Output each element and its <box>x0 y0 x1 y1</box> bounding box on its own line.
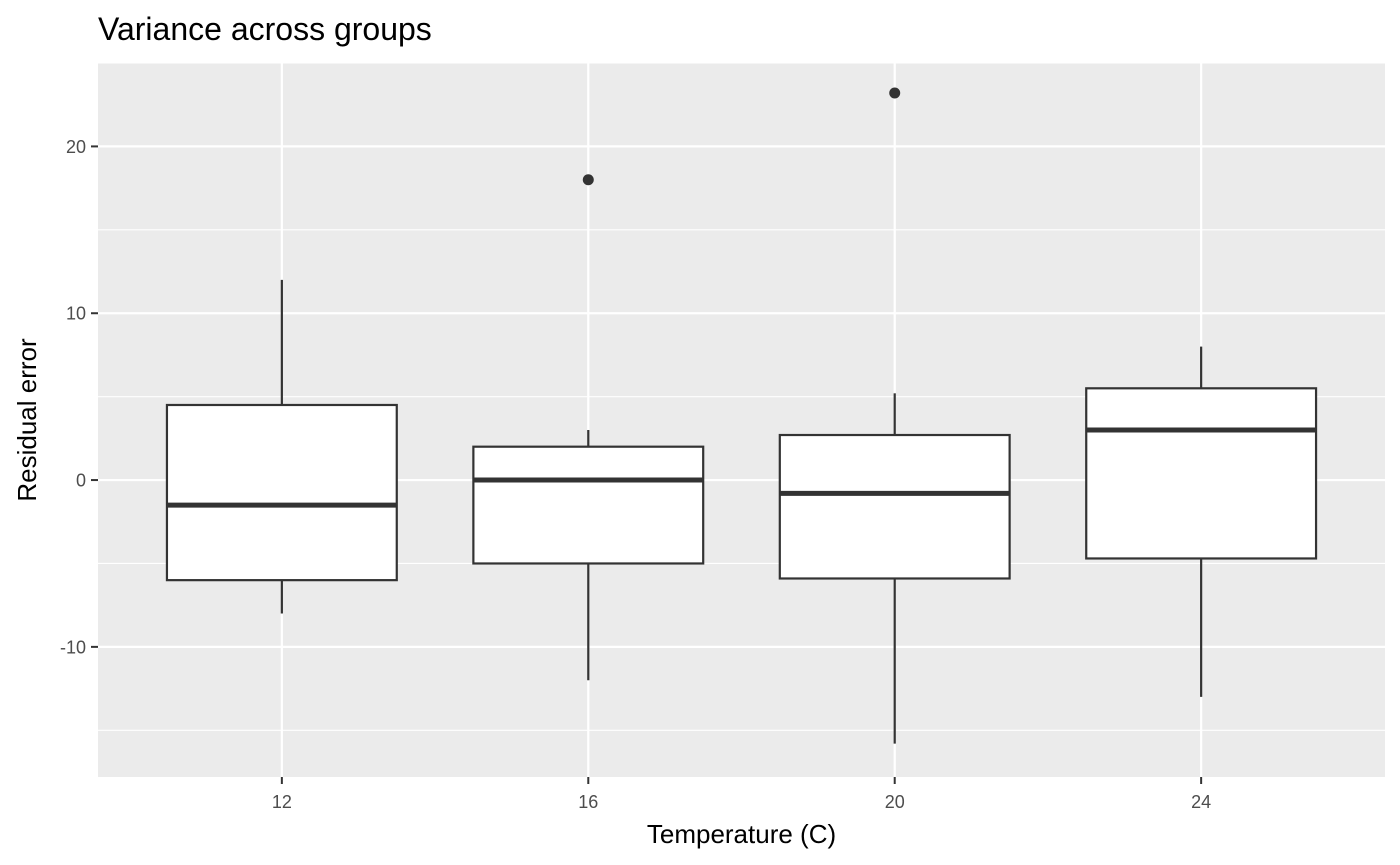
chart-title: Variance across groups <box>98 11 432 47</box>
x-axis-title: Temperature (C) <box>647 819 836 849</box>
y-tick-label: -10 <box>60 637 86 657</box>
axes: -10 0 10 20 12 16 20 24 <box>60 137 1211 812</box>
box-group-24 <box>1085 346 1318 697</box>
outlier-point <box>582 174 594 186</box>
box-iqr <box>1085 387 1318 560</box>
box-group-16 <box>472 174 705 681</box>
box-iqr <box>778 433 1011 580</box>
outlier-point <box>889 87 901 99</box>
box-iqr <box>472 445 705 565</box>
x-tick-label: 20 <box>885 792 905 812</box>
box-group-12 <box>165 279 398 614</box>
box-group-20 <box>778 87 1011 744</box>
box-iqr <box>165 403 398 582</box>
y-tick-label: 10 <box>66 304 86 324</box>
y-tick-label: 0 <box>76 471 86 491</box>
boxes <box>165 87 1318 744</box>
x-tick-label: 16 <box>578 792 598 812</box>
x-tick-label: 24 <box>1191 792 1211 812</box>
y-axis-title: Residual error <box>12 338 42 502</box>
x-tick-label: 12 <box>272 792 292 812</box>
y-tick-label: 20 <box>66 137 86 157</box>
